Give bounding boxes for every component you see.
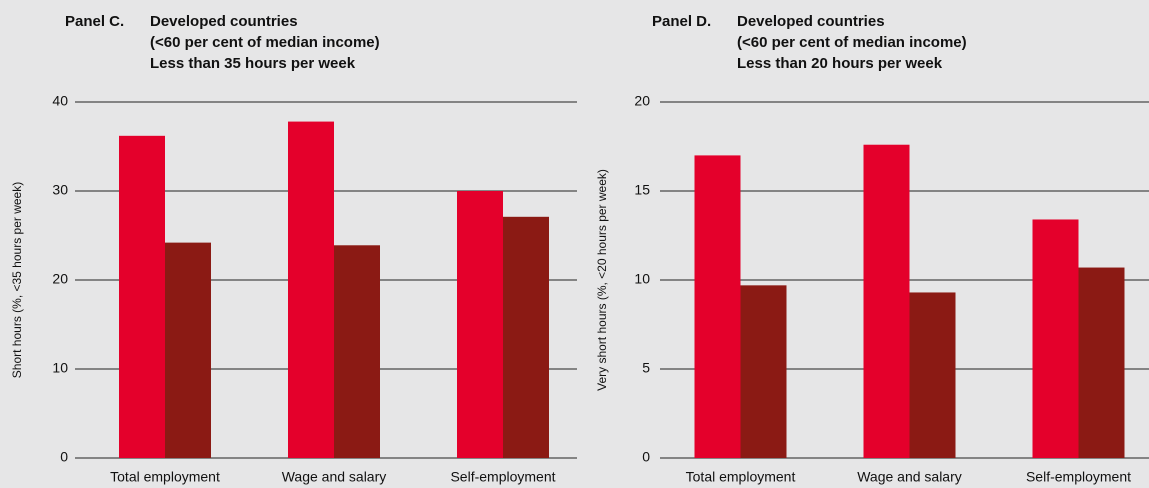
y-tick-label: 5: [642, 360, 650, 376]
bar: [863, 144, 910, 458]
bar: [165, 242, 211, 458]
bar: [909, 292, 956, 458]
panel-label: Panel C.: [65, 13, 124, 30]
x-tick-label: Wage and salary: [857, 469, 962, 485]
x-tick-label: Wage and salary: [282, 469, 387, 485]
y-tick-label: 40: [52, 93, 68, 109]
y-tick-label: 20: [634, 93, 650, 109]
chart-title: Less than 20 hours per week: [737, 55, 943, 72]
y-axis-label: Very short hours (%, <20 hours per week): [595, 169, 609, 391]
bar: [288, 121, 334, 458]
y-tick-label: 10: [634, 271, 650, 287]
y-tick-label: 20: [52, 271, 68, 287]
y-axis-label: Short hours (%, <35 hours per week): [10, 182, 24, 378]
chart-title: Less than 35 hours per week: [150, 55, 356, 72]
chart-title: Developed countries: [150, 13, 298, 30]
y-tick-label: 30: [52, 182, 68, 198]
bar: [694, 155, 741, 458]
panel-label: Panel D.: [652, 13, 711, 30]
bar: [1078, 267, 1125, 458]
bar: [119, 135, 165, 458]
x-tick-label: Self-employment: [1026, 469, 1131, 485]
y-tick-label: 10: [52, 360, 68, 376]
y-tick-label: 0: [642, 449, 650, 465]
x-tick-label: Self-employment: [450, 469, 555, 485]
chart-title: (<60 per cent of median income): [150, 34, 380, 51]
y-tick-label: 15: [634, 182, 650, 198]
bar: [457, 191, 503, 458]
y-tick-label: 0: [60, 449, 68, 465]
bar: [503, 216, 549, 458]
x-tick-label: Total employment: [110, 469, 220, 485]
chart-title: (<60 per cent of median income): [737, 34, 967, 51]
bar: [1032, 219, 1079, 458]
chart-title: Developed countries: [737, 13, 885, 30]
x-tick-label: Total employment: [686, 469, 796, 485]
bar: [740, 285, 787, 458]
bar: [334, 245, 380, 458]
